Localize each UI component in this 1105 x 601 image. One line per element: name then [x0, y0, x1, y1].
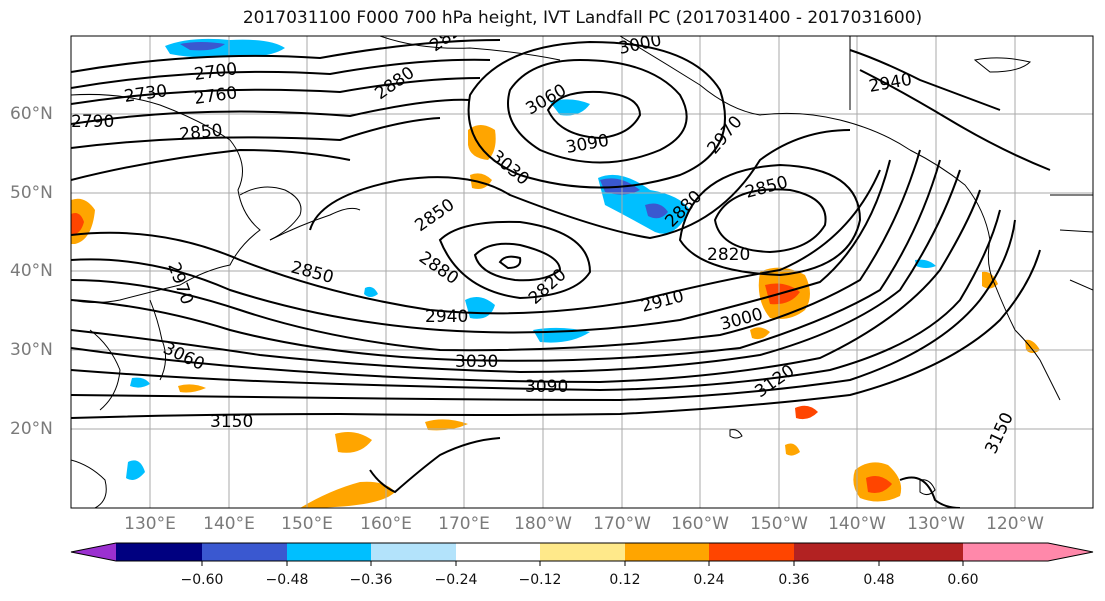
- map-frame: [70, 35, 1094, 509]
- colorbar-segment: [709, 543, 794, 561]
- colorbar-segment: [879, 543, 963, 561]
- lon-label-160e: 160°E: [360, 514, 412, 534]
- lon-label-160w: 160°W: [671, 514, 729, 534]
- colorbar-tick-label: 0.48: [863, 572, 895, 588]
- contour-label-2790: 2790: [71, 112, 114, 132]
- contour-label-2880: 2880: [371, 63, 418, 104]
- colorbar-segment: [202, 543, 287, 561]
- lon-label-130w: 130°W: [907, 514, 965, 534]
- lon-label-170e: 170°E: [438, 514, 490, 534]
- lon-label-150w: 150°W: [750, 514, 808, 534]
- contour-label-3090-b: 3090: [525, 377, 568, 397]
- contour-label-3150-b: 3150: [981, 409, 1017, 457]
- contour-label-2880-b: 2880: [415, 248, 462, 289]
- colorbar-segment: [625, 543, 709, 561]
- coastlines: [71, 36, 1093, 508]
- colorbar-tick-label: −0.36: [349, 572, 393, 588]
- colorbar-tick-label: 0.36: [778, 572, 810, 588]
- colorbar-tick-label: −0.12: [518, 572, 562, 588]
- contour-label-3030-b: 3030: [455, 352, 498, 372]
- colorbar-extend-max: [1048, 543, 1093, 561]
- contour-label-3120: 3120: [751, 361, 798, 402]
- lat-label-60n: 60°N: [10, 104, 53, 124]
- contour-label-2910: 2910: [639, 286, 686, 317]
- contour-label-2970-b: 2970: [163, 260, 197, 307]
- contour-label-2700: 2700: [193, 59, 239, 85]
- colorbar-tick-label: −0.24: [434, 572, 478, 588]
- lat-label-30n: 30°N: [10, 340, 53, 360]
- colorbar-segment: [963, 543, 1048, 561]
- graticule: [71, 36, 1093, 508]
- colorbar-segment: [116, 543, 202, 561]
- contour-label-2970: 2970: [704, 112, 747, 158]
- contour-label-3090: 3090: [564, 131, 610, 158]
- colorbar-segment: [540, 543, 625, 561]
- lon-label-180w: 180°W: [514, 514, 572, 534]
- colorbar-segment: [371, 543, 456, 561]
- colorbar-segment: [287, 543, 371, 561]
- height-contours: [71, 39, 1051, 508]
- colorbar-segment: [794, 543, 879, 561]
- contour-label-2850: 2850: [178, 121, 223, 145]
- contour-label-2760: 2760: [193, 83, 239, 109]
- lat-label-50n: 50°N: [10, 183, 53, 203]
- contour-label-2940: 2940: [867, 70, 913, 97]
- contour-label-2850-b: 2850: [411, 195, 458, 236]
- contour-label-2850-c: 2850: [743, 172, 790, 203]
- contour-label-2820-c: 2820: [707, 245, 750, 265]
- lon-label-120w: 120°W: [986, 514, 1044, 534]
- contour-label-2820: 2820: [426, 15, 473, 56]
- contour-label-2940-b: 2940: [425, 307, 468, 327]
- lon-label-170w: 170°W: [593, 514, 651, 534]
- lat-label-20n: 20°N: [10, 419, 53, 439]
- colorbar-tick-label: −0.60: [180, 572, 224, 588]
- colorbar-tick-label: 0.60: [947, 572, 979, 588]
- lon-label-150e: 150°E: [281, 514, 333, 534]
- colorbar-tick-label: 0.24: [693, 572, 725, 588]
- colorbar-tick-label: 0.12: [609, 572, 641, 588]
- lon-label-140w: 140°W: [828, 514, 886, 534]
- colorbar: [70, 542, 1094, 566]
- colorbar-extend-min: [71, 543, 116, 561]
- colorbar-segment: [456, 543, 540, 561]
- contour-label-3000: 3000: [617, 30, 663, 59]
- lon-label-140e: 140°E: [203, 514, 255, 534]
- lon-label-130e: 130°E: [124, 514, 176, 534]
- contour-label-3150: 3150: [210, 412, 253, 432]
- contour-label-3030: 3030: [487, 147, 533, 190]
- contour-labels: 2700 2730 2760 2790 2850 2880 2820 3000 …: [71, 15, 1018, 457]
- lat-label-40n: 40°N: [10, 261, 53, 281]
- map-title: 2017031100 F000 700 hPa height, IVT Land…: [242, 8, 923, 28]
- contour-label-2730: 2730: [123, 81, 169, 107]
- colorbar-tick-label: −0.48: [265, 572, 309, 588]
